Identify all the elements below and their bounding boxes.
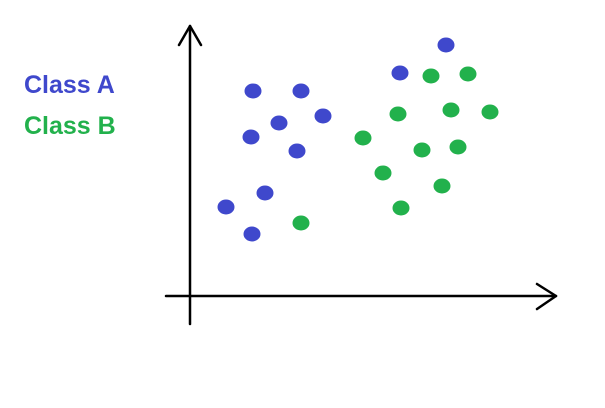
- axes: [164, 24, 558, 326]
- class-a-point-9: [243, 226, 261, 242]
- class-b-point-11: [392, 200, 410, 216]
- class-a-point-11: [437, 37, 455, 53]
- class-b-point-2: [459, 66, 477, 82]
- class-a-point-10: [391, 65, 409, 81]
- class-a-point-4: [314, 108, 332, 124]
- class-a-point-5: [242, 129, 260, 145]
- data-points: [217, 37, 499, 242]
- class-a-point-2: [292, 83, 310, 99]
- class-a-point-1: [244, 83, 262, 99]
- y-axis-arrowhead: [177, 24, 203, 47]
- class-b-point-10: [433, 178, 451, 194]
- legend-class-b: Class B: [24, 112, 116, 140]
- class-a-point-7: [256, 185, 274, 201]
- class-b-point-7: [413, 142, 431, 158]
- class-b-point-6: [354, 130, 372, 146]
- class-b-point-1: [422, 68, 440, 84]
- class-b-point-5: [481, 104, 499, 120]
- class-b-point-8: [449, 139, 467, 155]
- class-a-point-6: [288, 143, 306, 159]
- class-b-point-4: [442, 102, 460, 118]
- class-b-point-12: [292, 215, 310, 231]
- class-a-point-8: [217, 199, 235, 215]
- class-a-point-3: [270, 115, 288, 131]
- legend-class-a: Class A: [24, 71, 115, 99]
- class-b-point-9: [374, 165, 392, 181]
- class-b-point-3: [389, 106, 407, 122]
- x-axis-arrowhead: [535, 282, 558, 311]
- legend: Class A Class B: [24, 71, 116, 140]
